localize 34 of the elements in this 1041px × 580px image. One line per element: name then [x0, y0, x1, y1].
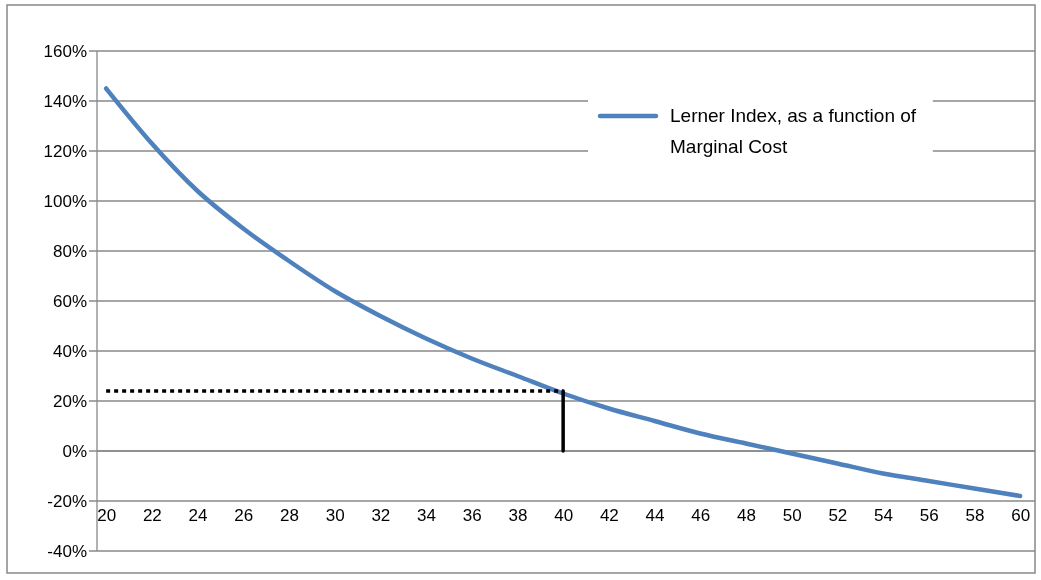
- x-tick-label: 50: [782, 506, 802, 526]
- x-tick-label: 52: [828, 506, 848, 526]
- x-tick-label: 56: [919, 506, 939, 526]
- y-tick-label: 60%: [52, 291, 87, 311]
- x-tick-label: 24: [188, 506, 208, 526]
- y-tick-label: 40%: [52, 341, 87, 361]
- x-tick-label: 48: [736, 506, 756, 526]
- y-tick-label: 120%: [43, 141, 87, 161]
- x-tick-label: 34: [417, 506, 436, 526]
- x-tick-label: 22: [142, 506, 162, 526]
- x-tick-label: 26: [234, 506, 254, 526]
- line-series: [103, 86, 1023, 499]
- legend-label: Lerner Index, as a function of Marginal Cost: [670, 105, 917, 157]
- x-tick-label: 32: [371, 506, 391, 526]
- x-tick-label: 20: [97, 506, 117, 526]
- x-tick-label: 44: [645, 506, 665, 526]
- y-tick-label: 140%: [43, 91, 87, 111]
- y-tick-label: 160%: [43, 41, 87, 61]
- x-tick-label: 54: [874, 506, 894, 526]
- y-tick-label: 100%: [43, 191, 87, 211]
- x-tick-label: 36: [462, 506, 482, 526]
- y-tick-label: -40%: [47, 541, 87, 561]
- y-tick-label: 80%: [52, 241, 87, 261]
- x-tick-label: 40: [554, 506, 574, 526]
- y-tick-label: -20%: [47, 491, 87, 511]
- x-tick-label: 58: [965, 506, 985, 526]
- x-tick-label: 46: [691, 506, 711, 526]
- x-tick-label: 42: [599, 506, 619, 526]
- x-tick-label: 60: [1011, 506, 1031, 526]
- x-tick-label: 38: [508, 506, 528, 526]
- y-tick-label: 0%: [62, 441, 87, 461]
- x-tick-label: 28: [279, 506, 299, 526]
- y-tick-label: 20%: [52, 391, 87, 411]
- x-tick-label: 30: [325, 506, 345, 526]
